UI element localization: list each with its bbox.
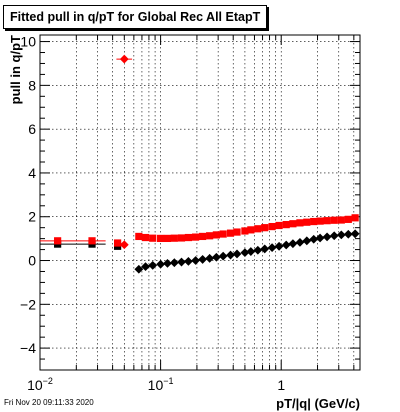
y-tick-label: 2 (28, 209, 36, 225)
square-marker (261, 224, 269, 232)
chart-title: Fitted pull in q/pT for Global Rec All E… (3, 5, 268, 29)
square-marker (296, 219, 304, 227)
square-marker (114, 239, 122, 247)
square-marker (54, 237, 62, 245)
diamond-marker (119, 54, 129, 64)
diamond-marker (163, 258, 172, 268)
diamond-marker (141, 262, 150, 272)
y-tick-label: −4 (20, 340, 36, 356)
y-tick-label: 6 (28, 121, 36, 137)
square-marker (268, 222, 276, 231)
square-marker (254, 225, 262, 233)
x-tick-label: 10−2 (27, 376, 53, 393)
diamond-marker (119, 240, 129, 250)
diamond-marker (177, 257, 186, 267)
square-marker (177, 234, 186, 242)
diamond-marker (295, 237, 305, 247)
diamond-marker (205, 253, 215, 263)
square-marker (163, 234, 172, 243)
diamond-marker (302, 236, 312, 246)
square-marker (170, 234, 178, 242)
square-marker (247, 226, 255, 234)
x-tick-label: 10−1 (148, 376, 174, 393)
square-marker (226, 229, 235, 237)
y-tick-label: 0 (28, 253, 36, 269)
square-marker (351, 214, 359, 222)
square-marker (199, 232, 207, 241)
diamond-marker (309, 234, 319, 244)
square-marker (141, 233, 150, 242)
square-marker (212, 231, 220, 239)
square-marker (323, 217, 331, 225)
plot-frame (39, 34, 361, 371)
diamond-marker (350, 229, 360, 239)
square-marker (135, 232, 143, 241)
square-marker (219, 230, 227, 238)
diamond-marker (240, 248, 250, 258)
diamond-marker (274, 241, 284, 251)
x-tick-label: 1 (277, 377, 285, 393)
square-marker (310, 217, 318, 226)
square-marker (330, 216, 338, 224)
tick-labels: −4 −2 0 2 4 6 8 10 10−2 10−1 1 (20, 34, 285, 393)
square-marker (184, 233, 193, 242)
diamond-marker (169, 258, 179, 268)
diamond-marker (191, 256, 200, 265)
square-marker (88, 237, 96, 245)
y-tick-label: 8 (28, 77, 36, 93)
diamond-marker (156, 259, 166, 269)
diamond-marker (260, 244, 270, 254)
square-marker (191, 233, 200, 241)
diamond-marker (343, 229, 353, 239)
square-marker (233, 228, 241, 236)
square-marker (241, 227, 249, 235)
data-markers (54, 54, 360, 274)
square-marker (282, 221, 290, 229)
diamond-marker (322, 232, 332, 242)
axis-ticks (39, 35, 360, 371)
square-marker (344, 215, 352, 223)
diamond-marker (226, 250, 235, 260)
square-marker (275, 221, 283, 230)
diamond-marker (253, 245, 263, 255)
diamond-marker (232, 249, 242, 259)
diamond-marker (198, 255, 208, 264)
y-axis-label: pull in q/pT (8, 35, 23, 104)
y-tick-label: 4 (28, 165, 36, 181)
diamond-marker (329, 231, 339, 241)
diamond-marker (288, 239, 298, 249)
diamond-marker (211, 252, 221, 262)
timestamp-footer: Fri Nov 20 09:11:33 2020 (4, 398, 94, 407)
diamond-marker (134, 264, 144, 274)
square-marker (206, 232, 214, 240)
x-axis-label: pT/|q| (GeV/c) (276, 396, 360, 411)
diamond-marker (267, 243, 277, 253)
diamond-marker (184, 256, 193, 266)
square-marker (303, 218, 311, 226)
y-tick-label: 10 (20, 34, 36, 50)
diamond-marker (336, 230, 346, 240)
square-marker (149, 234, 157, 242)
square-marker (337, 216, 345, 224)
diamond-marker (218, 251, 228, 261)
square-marker (316, 217, 324, 225)
square-marker (157, 234, 165, 243)
diamond-marker (281, 240, 291, 250)
y-tick-label: −2 (20, 296, 36, 312)
diamond-marker (315, 233, 325, 243)
diamond-marker (246, 247, 256, 256)
diamond-marker (148, 260, 158, 270)
square-marker (289, 220, 297, 228)
